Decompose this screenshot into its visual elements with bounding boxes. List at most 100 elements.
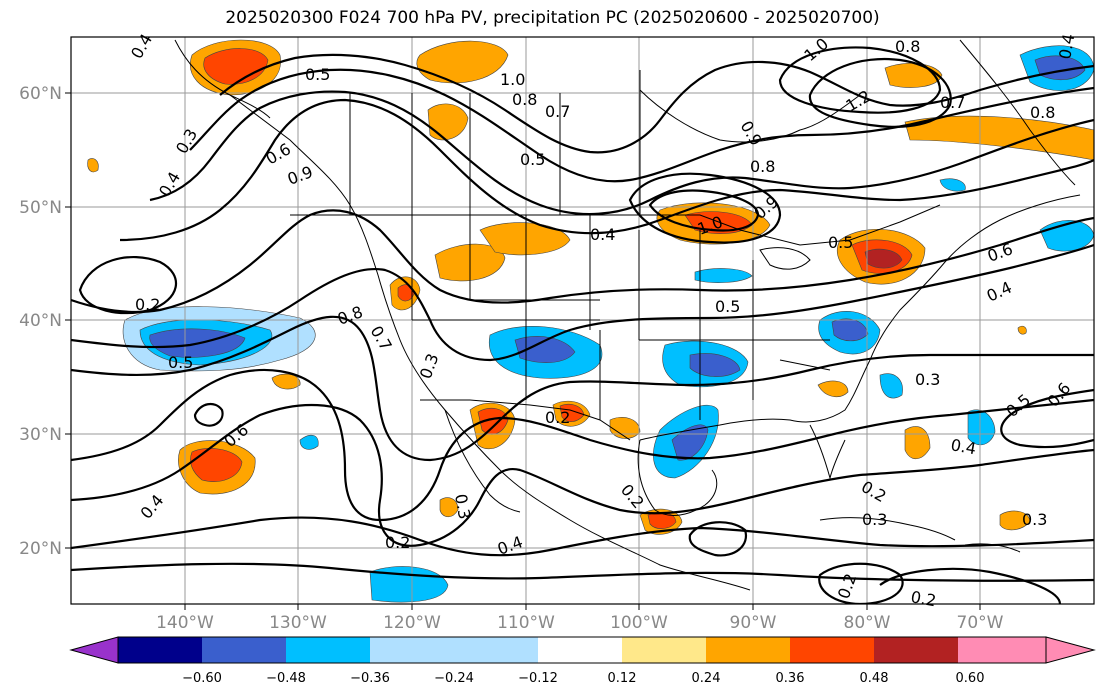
neg-anomaly-southeast-core bbox=[831, 318, 869, 342]
colorbar-bin bbox=[874, 637, 958, 663]
lon-label: 90°W bbox=[730, 613, 777, 633]
colorbar-tick-label: 0.60 bbox=[956, 671, 985, 686]
pv-contour bbox=[219, 53, 1094, 154]
colorbar-bin bbox=[202, 637, 286, 663]
pv-contour-closed bbox=[78, 255, 178, 315]
neg-anomaly-small-1 bbox=[299, 434, 319, 450]
contour-label: 0.8 bbox=[895, 37, 920, 56]
pv-contour bbox=[71, 516, 1094, 557]
colorbar-tick-label: −0.48 bbox=[266, 671, 306, 686]
colorbar-bin bbox=[958, 637, 1046, 663]
axis-ticks bbox=[65, 92, 981, 610]
contour-label: 0.8 bbox=[750, 157, 775, 176]
pv-contour bbox=[1000, 388, 1094, 449]
neg-anomaly-southwest-core bbox=[514, 336, 576, 363]
chart-title: 2025020300 F024 700 hPa PV, precipitatio… bbox=[225, 8, 880, 28]
contour-label: 0.2 bbox=[909, 587, 937, 610]
coastline-greatlakes bbox=[759, 247, 811, 270]
lat-label: 30°N bbox=[19, 425, 62, 445]
pos-anomaly-new-england-darker bbox=[864, 248, 903, 269]
contour-label: 0.5 bbox=[168, 353, 193, 372]
neg-anomaly-greatlakes bbox=[694, 268, 753, 283]
contour-label: 0.3 bbox=[1022, 510, 1047, 529]
pv-contour-closed bbox=[879, 567, 1062, 604]
contour-label: 0.2 bbox=[385, 533, 410, 552]
lon-label: 130°W bbox=[269, 613, 327, 633]
coastline-east bbox=[869, 194, 1081, 361]
contour-label: 0.5 bbox=[828, 233, 853, 252]
contour-label: 0.4 bbox=[949, 435, 977, 458]
contour-label: 0.3 bbox=[451, 492, 474, 520]
contour-label: 0.7 bbox=[545, 102, 570, 121]
contour-label: 0.5 bbox=[715, 297, 740, 316]
pos-anomaly-small-4 bbox=[1017, 325, 1027, 335]
contour-label: 0.3 bbox=[862, 510, 887, 529]
neg-anomaly-plains-core bbox=[689, 353, 741, 377]
colorbar-bin bbox=[454, 637, 538, 663]
pv-contour bbox=[71, 315, 1094, 462]
colorbar-frame bbox=[117, 636, 1047, 664]
contour-label: 1.0 bbox=[500, 70, 525, 89]
colorbar-bin bbox=[370, 637, 454, 663]
colorbar: −0.60 −0.48 −0.36 −0.24 −0.12 0.12 0.24 … bbox=[69, 636, 1096, 686]
contour-label: 0.2 bbox=[545, 408, 570, 427]
pos-anomaly-quebec-band bbox=[904, 115, 1094, 161]
coastline-west-na bbox=[229, 94, 751, 591]
pv-contour-closed bbox=[193, 402, 224, 427]
contour-label: 0.2 bbox=[135, 295, 160, 314]
lon-label: 80°W bbox=[844, 613, 891, 633]
coastline-cuba bbox=[819, 517, 956, 541]
colorbar-tick-label: −0.60 bbox=[182, 671, 222, 686]
contour-label: 0.4 bbox=[1055, 32, 1078, 60]
colorbar-tick-label: −0.36 bbox=[350, 671, 390, 686]
lat-label: 40°N bbox=[19, 311, 62, 331]
neg-anomaly-small-2 bbox=[879, 373, 903, 399]
precip-shading bbox=[87, 39, 1094, 603]
pv-contour-closed bbox=[648, 189, 760, 232]
colorbar-extend-min bbox=[69, 636, 119, 664]
pos-anomaly-bc bbox=[427, 103, 469, 141]
lat-label: 20°N bbox=[19, 539, 62, 559]
pos-anomaly-mexico-central bbox=[609, 417, 641, 439]
colorbar-tick-label: 0.12 bbox=[608, 671, 637, 686]
pv-contour-closed bbox=[778, 46, 942, 114]
contour-label: 0.4 bbox=[590, 225, 615, 244]
colorbar-tick-label: 0.24 bbox=[692, 671, 721, 686]
lon-label: 70°W bbox=[957, 613, 1004, 633]
pv-contour bbox=[149, 90, 1094, 216]
colorbar-tick-label: 0.48 bbox=[860, 671, 889, 686]
colorbar-bin bbox=[706, 637, 790, 663]
pos-anomaly-bermuda bbox=[904, 426, 931, 460]
pos-anomaly-atlantic-south bbox=[999, 510, 1031, 531]
lon-label: 110°W bbox=[497, 613, 555, 633]
pos-anomaly-hawaii-north-core bbox=[190, 448, 243, 482]
coastline-baja bbox=[444, 409, 521, 513]
colorbar-tick-label: −0.12 bbox=[518, 671, 558, 686]
colorbar-tick-label: 0.36 bbox=[776, 671, 805, 686]
pv-contour bbox=[71, 368, 1094, 522]
pv-contour bbox=[71, 209, 1094, 314]
contour-label: 0.5 bbox=[520, 150, 545, 169]
contour-label: 0.5 bbox=[305, 65, 330, 84]
pv-contour bbox=[119, 98, 1094, 242]
pos-anomaly-pacific-small bbox=[271, 373, 301, 390]
colorbar-bin bbox=[538, 637, 622, 663]
colorbar-bin bbox=[118, 637, 202, 663]
coastline-labrador bbox=[959, 39, 1076, 186]
pos-anomaly-gulf-alaska-core bbox=[203, 48, 269, 85]
pos-anomaly-pac-far bbox=[87, 158, 99, 173]
pos-anomaly-montana bbox=[479, 222, 571, 256]
colorbar-tick-label: −0.24 bbox=[434, 671, 474, 686]
pos-anomaly-ca-coast-core bbox=[397, 284, 415, 302]
border-us-canada bbox=[290, 204, 941, 246]
lon-label: 120°W bbox=[383, 613, 441, 633]
pos-anomaly-yucatan-core bbox=[647, 512, 677, 529]
contour-labels: 0.4 0.5 1.0 0.8 0.7 0.8 1.0 1.2 0.7 0.8 … bbox=[127, 30, 1078, 610]
colorbar-bin bbox=[622, 637, 706, 663]
pos-anomaly-small-baja bbox=[439, 497, 459, 518]
coastline-hudson bbox=[639, 89, 861, 143]
lon-label: 100°W bbox=[610, 613, 668, 633]
pv-contour-closed bbox=[628, 172, 782, 244]
neg-anomaly-small-3 bbox=[939, 178, 966, 192]
